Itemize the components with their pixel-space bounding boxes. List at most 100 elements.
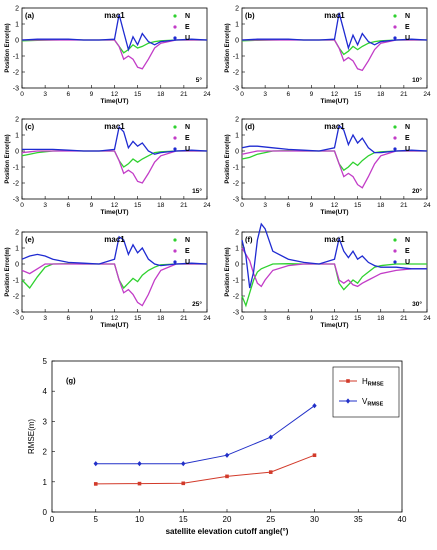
x-tick-label: 18	[157, 202, 165, 209]
x-tick-label: 15	[354, 202, 362, 209]
plot-frame	[21, 7, 208, 89]
panel-label: (e)	[25, 235, 35, 244]
x-tick-label: 3	[263, 202, 267, 209]
legend-label-e: E	[405, 248, 410, 255]
x-tick-label: 0	[50, 515, 55, 524]
legend-label-u: U	[185, 259, 190, 266]
panel-title: mac1	[324, 11, 345, 20]
plot-frame	[21, 118, 208, 200]
x-axis-label: Time(UT)	[100, 98, 128, 105]
panel-g: 0 1 2 3 4 5 0 5 10 15 20 25 30 35 40 (g) satellite eleva…	[27, 357, 407, 536]
data-point-h-rmse	[225, 474, 229, 479]
legend-marker-e	[393, 249, 397, 253]
x-tick-label: 24	[203, 315, 211, 322]
legend-label-n: N	[185, 124, 190, 131]
legend-label-e: E	[185, 135, 190, 142]
plot-frame	[241, 7, 428, 89]
y-tick-label: 2	[15, 6, 19, 13]
x-tick-label: 0	[20, 91, 24, 98]
legend-label-main: V	[362, 397, 368, 406]
x-tick-label: 10	[135, 515, 144, 524]
x-tick-label: 3	[43, 202, 47, 209]
data-point-v-rmse	[137, 461, 142, 467]
legend-label-u: U	[405, 146, 410, 153]
legend-marker-e	[173, 136, 177, 140]
legend-marker-v-rmse	[345, 398, 351, 404]
x-tick-label: 24	[423, 315, 431, 322]
cutoff-angle-label: 20°	[412, 187, 422, 195]
panel-label: (c)	[25, 122, 35, 131]
x-tick-label: 20	[223, 515, 232, 524]
panel-label: (a)	[25, 11, 35, 20]
series-line-u	[241, 222, 427, 289]
y-axis-label: Position Error(m)	[5, 23, 11, 72]
x-tick-label: 0	[20, 202, 24, 209]
panel-label: (d)	[245, 122, 255, 131]
legend-marker-n	[173, 125, 177, 129]
x-tick-label: 0	[240, 91, 244, 98]
legend-label-e: E	[185, 248, 190, 255]
cutoff-angle-label: 30°	[412, 300, 422, 308]
x-tick-label: 9	[90, 91, 94, 98]
y-axis-label: Position Error(m)	[225, 247, 231, 296]
y-tick-label: -1	[13, 54, 19, 61]
y-tick-label: 3	[43, 417, 48, 426]
y-tick-label: -3	[13, 310, 19, 317]
x-tick-label: 24	[203, 202, 211, 209]
cutoff-angle-label: 5°	[196, 76, 203, 84]
y-tick-label: 0	[235, 262, 239, 269]
panel-title: mac1	[324, 122, 345, 131]
x-tick-label: 18	[377, 91, 385, 98]
x-tick-label: 21	[180, 91, 188, 98]
legend-label-e: E	[405, 24, 410, 31]
x-tick-label: 12	[331, 202, 339, 209]
series-line-u	[22, 125, 208, 155]
legend-label-e: E	[185, 24, 190, 31]
x-axis-label: Time(UT)	[320, 209, 348, 216]
data-point-h-rmse	[312, 453, 317, 458]
y-tick-label: 0	[235, 38, 239, 45]
y-tick-label: -2	[13, 70, 19, 77]
x-tick-label: 30	[310, 515, 319, 524]
data-point-h-rmse	[181, 481, 186, 486]
legend-marker-e	[393, 25, 397, 29]
cutoff-angle-label: 15°	[192, 187, 202, 195]
x-axis-label: Time(UT)	[320, 322, 348, 329]
x-tick-label: 3	[263, 315, 267, 322]
panel-title: mac1	[104, 235, 125, 244]
legend-label-u: U	[185, 146, 190, 153]
x-tick-label: 25	[266, 515, 275, 524]
cutoff-angle-label: 25°	[192, 300, 202, 308]
x-axis-label: Time(UT)	[100, 322, 128, 329]
x-tick-label: 15	[179, 515, 188, 524]
series-line-e	[242, 39, 427, 72]
data-point-h-rmse	[137, 481, 142, 486]
x-tick-label: 21	[180, 202, 188, 209]
x-tick-label: 24	[203, 91, 211, 98]
x-tick-label: 21	[400, 91, 408, 98]
y-tick-label: 5	[43, 357, 48, 366]
x-tick-label: 18	[157, 91, 165, 98]
y-tick-label: -2	[233, 181, 239, 188]
series-line-v-rmse	[95, 405, 315, 465]
legend-marker-u	[393, 36, 397, 40]
y-tick-label: -1	[233, 165, 239, 172]
legend-label-subscript: RMSE	[368, 382, 384, 388]
data-point-h-rmse	[93, 482, 98, 486]
y-tick-label: -1	[233, 54, 239, 61]
x-tick-label: 5	[94, 515, 99, 524]
y-tick-label: -2	[233, 294, 239, 301]
series-line-u	[241, 12, 428, 51]
legend-label-u: U	[185, 35, 190, 42]
y-tick-label: -2	[13, 181, 19, 188]
x-tick-label: 0	[20, 315, 24, 322]
data-point-h-rmse	[268, 470, 273, 474]
x-tick-label: 0	[240, 315, 244, 322]
x-tick-label: 21	[400, 202, 408, 209]
x-tick-label: 6	[66, 315, 70, 322]
y-tick-label: 1	[15, 133, 19, 140]
series-line-e	[21, 263, 207, 307]
